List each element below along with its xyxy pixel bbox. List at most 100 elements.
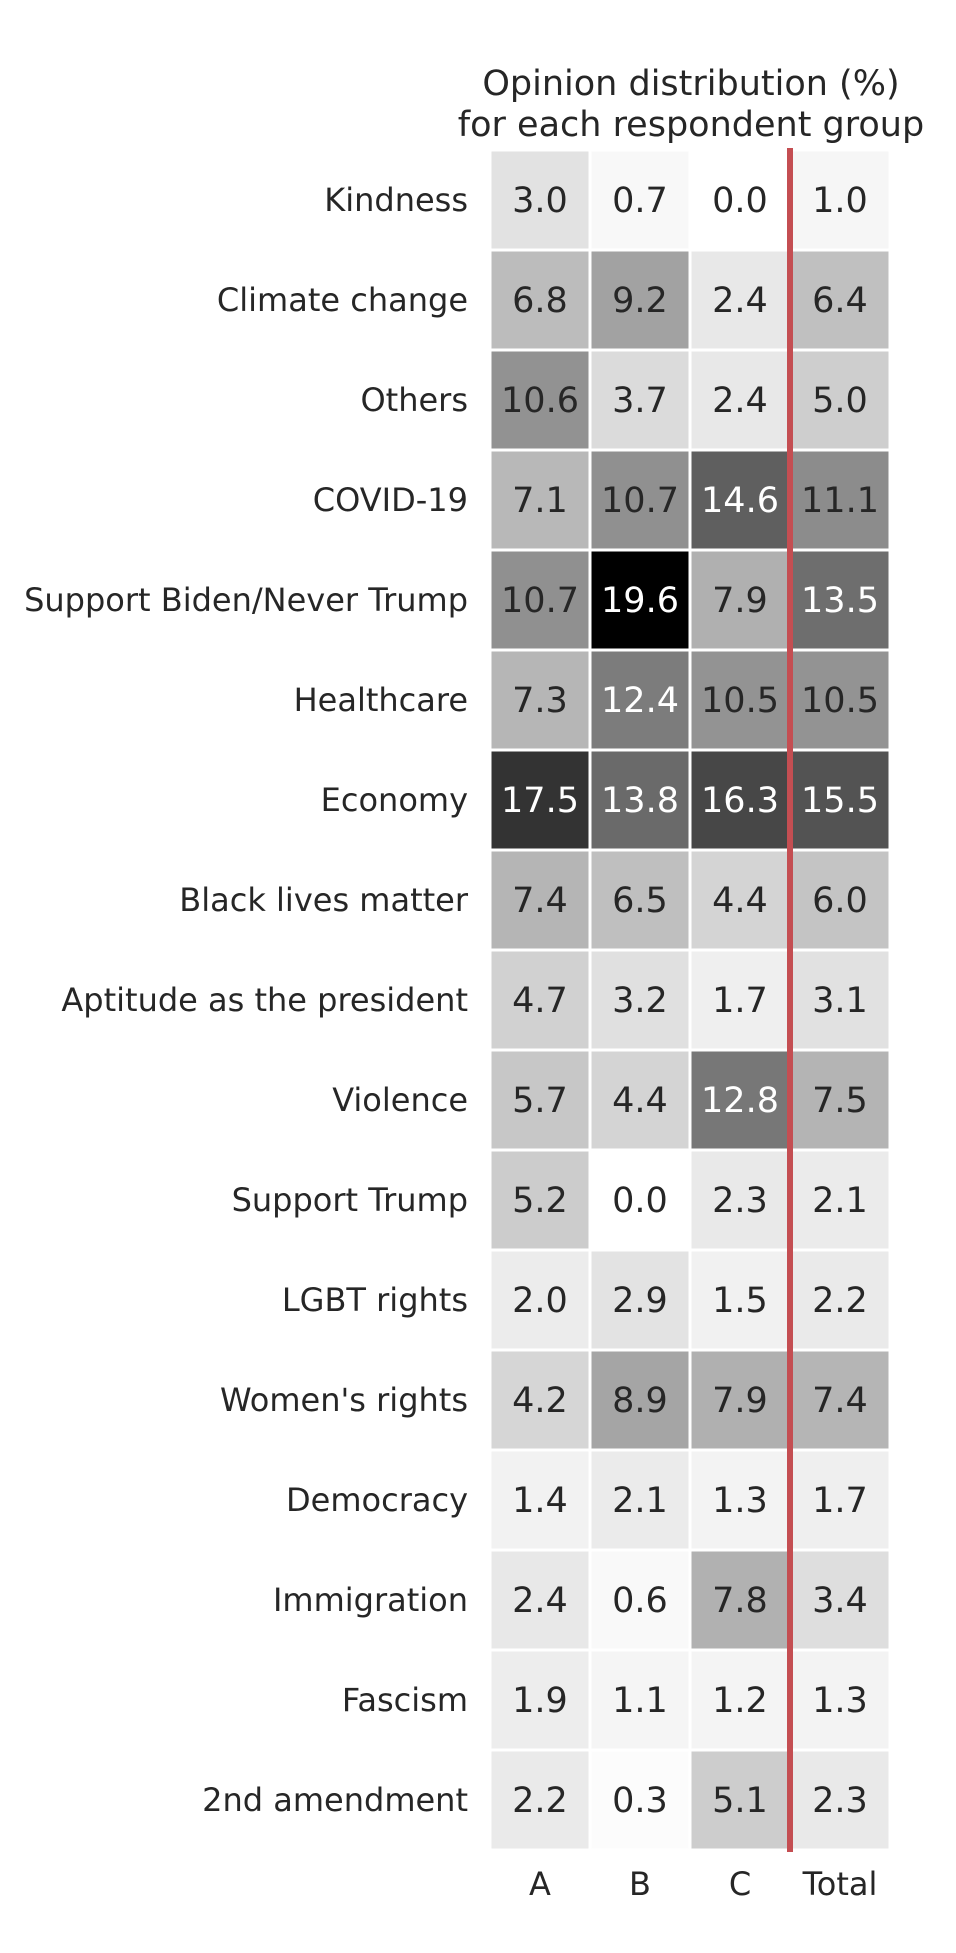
cell-value-violence-b: 4.4 (612, 1081, 668, 1121)
cell-value-women-s-rights-a: 4.2 (512, 1381, 568, 1421)
cell-democracy-total (788, 1448, 892, 1552)
cell-value-immigration-b: 0.6 (612, 1581, 668, 1621)
cell-value-economy-a: 17.5 (501, 781, 579, 821)
cell-women-s-rights-total (788, 1348, 892, 1452)
cell-value-covid-19-b: 10.7 (601, 481, 679, 521)
cell-kindness-a (488, 148, 592, 252)
cell-value-2nd-amendment-b: 0.3 (612, 1781, 668, 1821)
row-labels: Kindness Climate change Others COVID-19 Supp… (24, 181, 469, 1819)
cell-value-covid-19-total: 11.1 (801, 481, 879, 521)
cell-women-s-rights-a (488, 1348, 592, 1452)
cell-value-support-biden-never-trump-total: 13.5 (801, 581, 879, 621)
cell-support-biden-never-trump-total (788, 548, 892, 652)
cell-value-fascism-a: 1.9 (512, 1681, 568, 1721)
cell-value-fascism-b: 1.1 (612, 1681, 668, 1721)
row-label-support-trump: Support Trump (232, 1181, 468, 1219)
cell-value-2nd-amendment-total: 2.3 (812, 1781, 868, 1821)
cell-value-2nd-amendment-c: 5.1 (712, 1781, 768, 1821)
cell-healthcare-c (688, 648, 792, 752)
cell-value-black-lives-matter-b: 6.5 (612, 881, 668, 921)
cell-value-lgbt-rights-a: 2.0 (512, 1281, 568, 1321)
cell-value-support-biden-never-trump-c: 7.9 (712, 581, 768, 621)
cell-value-support-trump-a: 5.2 (512, 1181, 568, 1221)
cell-fascism-total (788, 1648, 892, 1752)
row-label-lgbt-rights: LGBT rights (282, 1281, 468, 1319)
cell-support-trump-total (788, 1148, 892, 1252)
cell-lgbt-rights-a (488, 1248, 592, 1352)
row-label-climate-change: Climate change (217, 281, 468, 319)
cell-healthcare-a (488, 648, 592, 752)
row-label-immigration: Immigration (273, 1581, 468, 1619)
cell-value-immigration-total: 3.4 (812, 1581, 868, 1621)
row-label-violence: Violence (332, 1081, 468, 1119)
cell-value-economy-b: 13.8 (601, 781, 679, 821)
cell-value-others-b: 3.7 (612, 381, 668, 421)
cell-value-aptitude-as-the-president-c: 1.7 (712, 981, 768, 1021)
cell-value-democracy-b: 2.1 (612, 1481, 668, 1521)
cell-economy-c (688, 748, 792, 852)
cell-fascism-a (488, 1648, 592, 1752)
cell-value-black-lives-matter-total: 6.0 (812, 881, 868, 921)
cell-support-biden-never-trump-c (688, 548, 792, 652)
cell-black-lives-matter-c (688, 848, 792, 952)
cell-value-black-lives-matter-c: 4.4 (712, 881, 768, 921)
cell-support-biden-never-trump-a (488, 548, 592, 652)
row-label-kindness: Kindness (324, 181, 468, 219)
cell-value-support-trump-b: 0.0 (612, 1181, 668, 1221)
row-label-2nd-amendment: 2nd amendment (202, 1781, 468, 1819)
row-label-covid-19: COVID-19 (313, 481, 468, 519)
cell-value-climate-change-a: 6.8 (512, 281, 568, 321)
cell-healthcare-b (588, 648, 692, 752)
cell-value-fascism-total: 1.3 (812, 1681, 868, 1721)
row-label-women-s-rights: Women's rights (220, 1381, 468, 1419)
column-label-b: B (629, 1865, 651, 1903)
heatmap-cells: 3.0 0.7 0.0 1.0 6.8 9.2 2.4 6.4 10.6 3.7 2.4 5.0 7.1… (488, 148, 892, 1852)
cell-value-healthcare-a: 7.3 (512, 681, 568, 721)
row-label-economy: Economy (321, 781, 468, 819)
cell-value-others-a: 10.6 (501, 381, 579, 421)
cell-immigration-c (688, 1548, 792, 1652)
cell-violence-a (488, 1048, 592, 1152)
cell-value-violence-total: 7.5 (812, 1081, 868, 1121)
row-label-aptitude-as-the-president: Aptitude as the president (61, 981, 468, 1019)
row-label-black-lives-matter: Black lives matter (179, 881, 469, 919)
cell-2nd-amendment-b (588, 1748, 692, 1852)
cell-value-support-biden-never-trump-a: 10.7 (501, 581, 579, 621)
row-label-support-biden-never-trump: Support Biden/Never Trump (24, 581, 468, 619)
cell-value-immigration-c: 7.8 (712, 1581, 768, 1621)
cell-value-women-s-rights-c: 7.9 (712, 1381, 768, 1421)
cell-others-b (588, 348, 692, 452)
cell-women-s-rights-c (688, 1348, 792, 1452)
cell-value-kindness-b: 0.7 (612, 181, 668, 221)
cell-value-covid-19-c: 14.6 (701, 481, 779, 521)
cell-value-support-trump-total: 2.1 (812, 1181, 868, 1221)
cell-value-lgbt-rights-c: 1.5 (712, 1281, 768, 1321)
cell-2nd-amendment-total (788, 1748, 892, 1852)
cell-value-democracy-total: 1.7 (812, 1481, 868, 1521)
chart-title-line-1: Opinion distribution (%) (482, 64, 899, 104)
cell-support-trump-b (588, 1148, 692, 1252)
cell-value-economy-total: 15.5 (801, 781, 879, 821)
cell-value-support-biden-never-trump-b: 19.6 (601, 581, 679, 621)
cell-value-climate-change-total: 6.4 (812, 281, 868, 321)
cell-value-support-trump-c: 2.3 (712, 1181, 768, 1221)
cell-value-2nd-amendment-a: 2.2 (512, 1781, 568, 1821)
cell-value-aptitude-as-the-president-b: 3.2 (612, 981, 668, 1021)
cell-value-women-s-rights-b: 8.9 (612, 1381, 668, 1421)
cell-value-covid-19-a: 7.1 (512, 481, 568, 521)
cell-value-healthcare-total: 10.5 (801, 681, 879, 721)
row-label-fascism: Fascism (342, 1681, 468, 1719)
cell-others-total (788, 348, 892, 452)
cell-value-aptitude-as-the-president-total: 3.1 (812, 981, 868, 1021)
cell-value-fascism-c: 1.2 (712, 1681, 768, 1721)
cell-value-democracy-c: 1.3 (712, 1481, 768, 1521)
cell-women-s-rights-b (588, 1348, 692, 1452)
cell-democracy-b (588, 1448, 692, 1552)
cell-lgbt-rights-total (788, 1248, 892, 1352)
row-label-healthcare: Healthcare (294, 681, 468, 719)
cell-value-others-c: 2.4 (712, 381, 768, 421)
cell-value-democracy-a: 1.4 (512, 1481, 568, 1521)
cell-kindness-total (788, 148, 892, 252)
row-label-others: Others (360, 381, 468, 419)
